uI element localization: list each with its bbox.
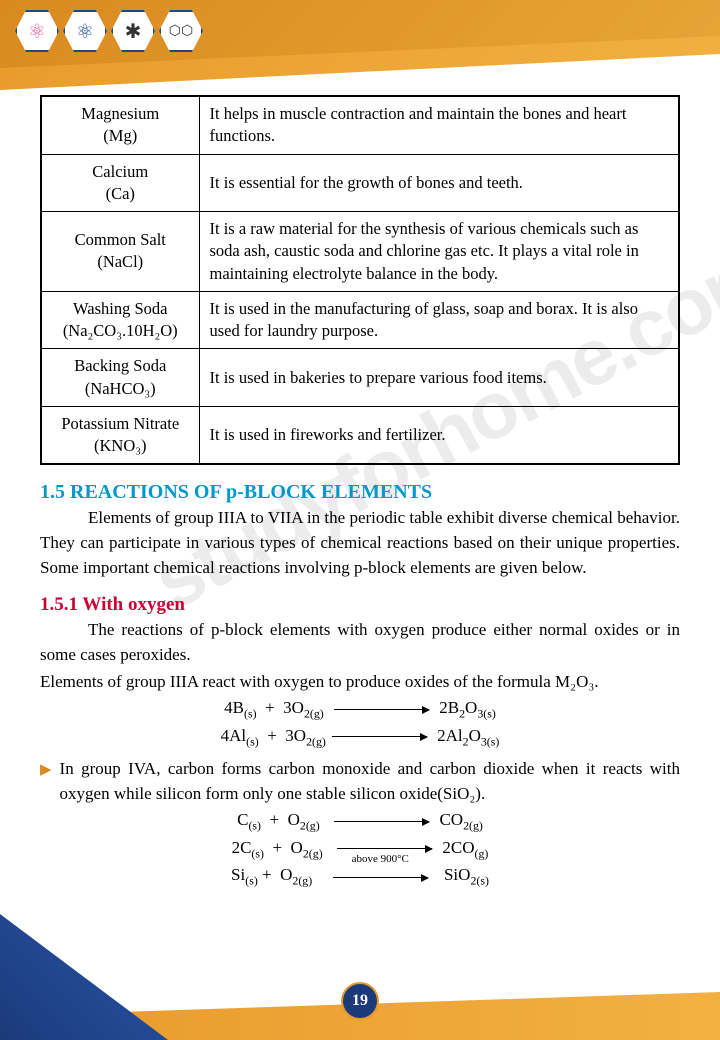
network-icon: ✱ bbox=[111, 10, 155, 52]
equation: Si(s) + O2(g) above 900°C SiO2(s) bbox=[40, 865, 680, 888]
element-desc: It is a raw material for the synthesis o… bbox=[199, 212, 679, 292]
table-row: Magnesium (Mg) It helps in muscle contract… bbox=[41, 96, 679, 154]
elements-table: Magnesium (Mg) It helps in muscle contract… bbox=[40, 95, 680, 465]
body-text: The reactions of p-block elements with o… bbox=[40, 618, 680, 667]
page-number: 19 bbox=[341, 982, 379, 1020]
body-text: Elements of group IIIA react with oxygen… bbox=[40, 670, 680, 695]
table-row: Washing Soda (Na₂CO₃.10H₂O) It is used in … bbox=[41, 291, 679, 349]
element-name: Potassium Nitrate bbox=[61, 414, 179, 433]
table-row: Calcium (Ca) It is essential for the growt… bbox=[41, 154, 679, 212]
table-row: Backing Soda (NaHCO₃) It is used in bakeri… bbox=[41, 349, 679, 407]
element-name: Backing Soda bbox=[74, 356, 166, 375]
element-desc: It helps in muscle contraction and maint… bbox=[199, 96, 679, 154]
equation: C(s) + O2(g) CO2(g) bbox=[40, 810, 680, 833]
bullet-item: ▶ In group IVA, carbon forms carbon mono… bbox=[40, 757, 680, 806]
element-formula: (KNO₃) bbox=[94, 436, 147, 455]
element-formula: (Mg) bbox=[103, 126, 137, 145]
table-row: Potassium Nitrate (KNO₃) It is used in fir… bbox=[41, 406, 679, 464]
subsection-heading: 1.5.1 With oxygen bbox=[40, 594, 680, 616]
element-desc: It is essential for the growth of bones … bbox=[199, 154, 679, 212]
element-desc: It is used in fireworks and fertilizer. bbox=[199, 406, 679, 464]
bullet-text: In group IVA, carbon forms carbon monoxi… bbox=[60, 757, 680, 806]
element-desc: It is used in bakeries to prepare variou… bbox=[199, 349, 679, 407]
element-formula: (Na₂CO₃.10H₂O) bbox=[63, 321, 178, 340]
element-name: Common Salt bbox=[75, 230, 166, 249]
element-name: Magnesium bbox=[81, 104, 159, 123]
page-footer: 19 bbox=[341, 982, 379, 1020]
page-content: Magnesium (Mg) It helps in muscle contract… bbox=[40, 95, 680, 970]
element-formula: (NaHCO₃) bbox=[85, 379, 156, 398]
atom-icon: ⚛ bbox=[63, 10, 107, 52]
equation: 4Al(s) + 3O2(g) 2Al2O3(s) bbox=[40, 726, 680, 749]
element-formula: (NaCl) bbox=[97, 252, 143, 271]
element-desc: It is used in the manufacturing of glass… bbox=[199, 291, 679, 349]
body-text: Elements of group IIIA to VIIA in the pe… bbox=[40, 506, 680, 580]
header-icons: ⚛ ⚛ ✱ ⬡⬡ bbox=[15, 10, 203, 52]
element-name: Calcium bbox=[92, 162, 148, 181]
element-formula: (Ca) bbox=[106, 184, 135, 203]
molecule-icon: ⚛ bbox=[15, 10, 59, 52]
element-name: Washing Soda bbox=[73, 299, 167, 318]
chain-icon: ⬡⬡ bbox=[159, 10, 203, 52]
equation: 4B(s) + 3O2(g) 2B2O3(s) bbox=[40, 698, 680, 721]
arrow-label: above 900°C bbox=[327, 853, 434, 865]
section-heading: 1.5 REACTIONS OF p-BLOCK ELEMENTS bbox=[40, 481, 680, 504]
triangle-icon: ▶ bbox=[40, 760, 52, 806]
table-row: Common Salt (NaCl) It is a raw material fo… bbox=[41, 212, 679, 292]
